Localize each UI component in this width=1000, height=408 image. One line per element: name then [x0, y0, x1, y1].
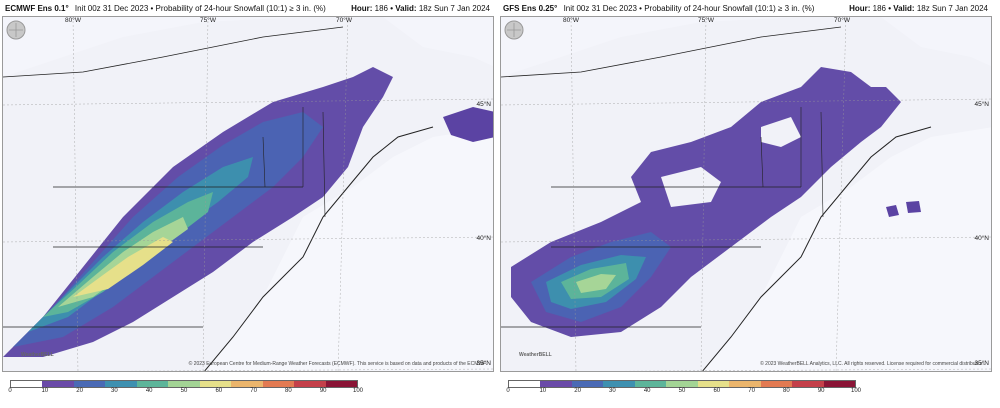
prob-60-area — [73, 237, 173, 297]
map-area: 80°W 75°W 70°W 45°N 40°N 35°N WeatherBEL… — [2, 16, 494, 372]
hour-label: Hour: — [849, 4, 871, 13]
logo-text: WeatherBELL — [519, 352, 552, 358]
scale-swatch — [540, 381, 572, 387]
valid-time: Hour: 186 • Valid: 18z Sun 7 Jan 2024 — [351, 2, 490, 16]
scale-tick-label: 60 — [713, 388, 721, 394]
color-scale: 0 10 20 30 40 50 60 70 80 90 100 — [506, 380, 861, 396]
scale-tick-label: 0 — [506, 388, 510, 394]
lat-label-40n: 40°N — [476, 235, 491, 242]
scale-tick-label: 60 — [215, 388, 223, 394]
lat-label-35n: 35°N — [476, 360, 491, 367]
valid-time: Hour: 186 • Valid: 18z Sun 7 Jan 2024 — [849, 2, 988, 16]
scale-swatch — [760, 381, 793, 387]
lat-label-45n: 45°N — [974, 101, 989, 108]
scale-tick-label: 10 — [41, 388, 49, 394]
panel-header: ECMWF Ens 0.1° Init 00z 31 Dec 2023 • Pr… — [2, 2, 494, 16]
lon-label-75w: 75°W — [698, 17, 714, 24]
scale-swatch — [792, 381, 824, 387]
scale-swatch — [666, 381, 698, 387]
scale-swatch — [136, 381, 169, 387]
scale-tick-label: 10 — [539, 388, 547, 394]
scale-swatch — [603, 381, 635, 387]
scale-swatch — [11, 381, 43, 387]
scale-swatch — [199, 381, 232, 387]
valid-value: 18z Sun 7 Jan 2024 — [916, 4, 988, 13]
scale-tick-label: 30 — [609, 388, 616, 394]
valid-label: • Valid: — [888, 4, 915, 13]
scale-swatch — [729, 381, 761, 387]
scale-swatch — [634, 381, 667, 387]
credit-text: © 2023 European Centre for Medium-Range … — [188, 361, 487, 367]
weatherbell-logo-icon — [6, 20, 26, 40]
lon-label-70w: 70°W — [834, 17, 850, 24]
prob-50-area — [576, 274, 616, 293]
scale-swatch — [823, 381, 855, 387]
valid-value: 18z Sun 7 Jan 2024 — [418, 4, 490, 13]
run-description: Init 00z 31 Dec 2023 • Probability of 24… — [74, 4, 326, 13]
hour-label: Hour: — [351, 4, 373, 13]
lon-label-70w: 70°W — [336, 17, 352, 24]
scale-swatch — [168, 381, 200, 387]
scale-tick-label: 50 — [678, 388, 686, 394]
scale-bar — [508, 380, 856, 388]
scale-tick-label: 30 — [111, 388, 118, 394]
scale-tick-label: 100 — [352, 388, 364, 394]
hour-value: 186 — [374, 4, 388, 13]
scale-tick-label: 80 — [783, 388, 790, 394]
hour-value: 186 — [872, 4, 886, 13]
scale-swatch — [509, 381, 541, 387]
scale-swatch — [105, 381, 137, 387]
map-graphic — [3, 17, 493, 371]
scale-tick-label: 0 — [8, 388, 12, 394]
scale-swatch — [262, 381, 295, 387]
lat-label-40n: 40°N — [974, 235, 989, 242]
scale-bar — [10, 380, 358, 388]
credit-text: © 2023 WeatherBELL Analytics, LLC. All r… — [760, 361, 985, 367]
scale-swatch — [42, 381, 74, 387]
color-scale: 0 10 20 30 40 50 60 70 80 90 100 — [8, 380, 363, 396]
scale-ticks: 0 10 20 30 40 50 60 70 80 90 100 — [506, 388, 861, 396]
run-description: Init 00z 31 Dec 2023 • Probability of 24… — [563, 4, 815, 13]
scale-swatch — [73, 381, 106, 387]
scale-ticks: 0 10 20 30 40 50 60 70 80 90 100 — [8, 388, 363, 396]
lat-label-35n: 35°N — [974, 360, 989, 367]
valid-label: • Valid: — [390, 4, 417, 13]
scale-tick-label: 20 — [76, 388, 83, 394]
scale-tick-label: 40 — [643, 388, 651, 394]
scale-tick-label: 80 — [285, 388, 292, 394]
gfs-panel: GFS Ens 0.25° Init 00z 31 Dec 2023 • Pro… — [500, 0, 992, 408]
scale-swatch — [231, 381, 263, 387]
scale-tick-label: 70 — [250, 388, 257, 394]
weatherbell-logo-icon — [504, 20, 524, 40]
scale-swatch — [571, 381, 604, 387]
scale-tick-label: 100 — [850, 388, 862, 394]
scale-swatch — [294, 381, 326, 387]
model-name: GFS Ens 0.25° — [503, 4, 558, 13]
scale-tick-label: 70 — [748, 388, 755, 394]
lon-label-75w: 75°W — [200, 17, 216, 24]
lon-label-80w: 80°W — [563, 17, 579, 24]
scale-tick-label: 20 — [574, 388, 581, 394]
lat-label-45n: 45°N — [476, 101, 491, 108]
scale-tick-label: 40 — [145, 388, 153, 394]
lon-label-80w: 80°W — [65, 17, 81, 24]
scale-swatch — [325, 381, 357, 387]
model-name: ECMWF Ens 0.1° — [5, 4, 69, 13]
scale-tick-label: 50 — [180, 388, 188, 394]
scale-tick-label: 90 — [817, 388, 825, 394]
scale-swatch — [697, 381, 730, 387]
ecmwf-panel: ECMWF Ens 0.1° Init 00z 31 Dec 2023 • Pr… — [2, 0, 494, 408]
scale-tick-label: 90 — [319, 388, 327, 394]
map-area: 80°W 75°W 70°W 45°N 40°N 35°N WeatherBEL… — [500, 16, 992, 372]
panel-header: GFS Ens 0.25° Init 00z 31 Dec 2023 • Pro… — [500, 2, 992, 16]
logo-text: WeatherBELL — [21, 352, 54, 358]
map-graphic — [501, 17, 991, 371]
